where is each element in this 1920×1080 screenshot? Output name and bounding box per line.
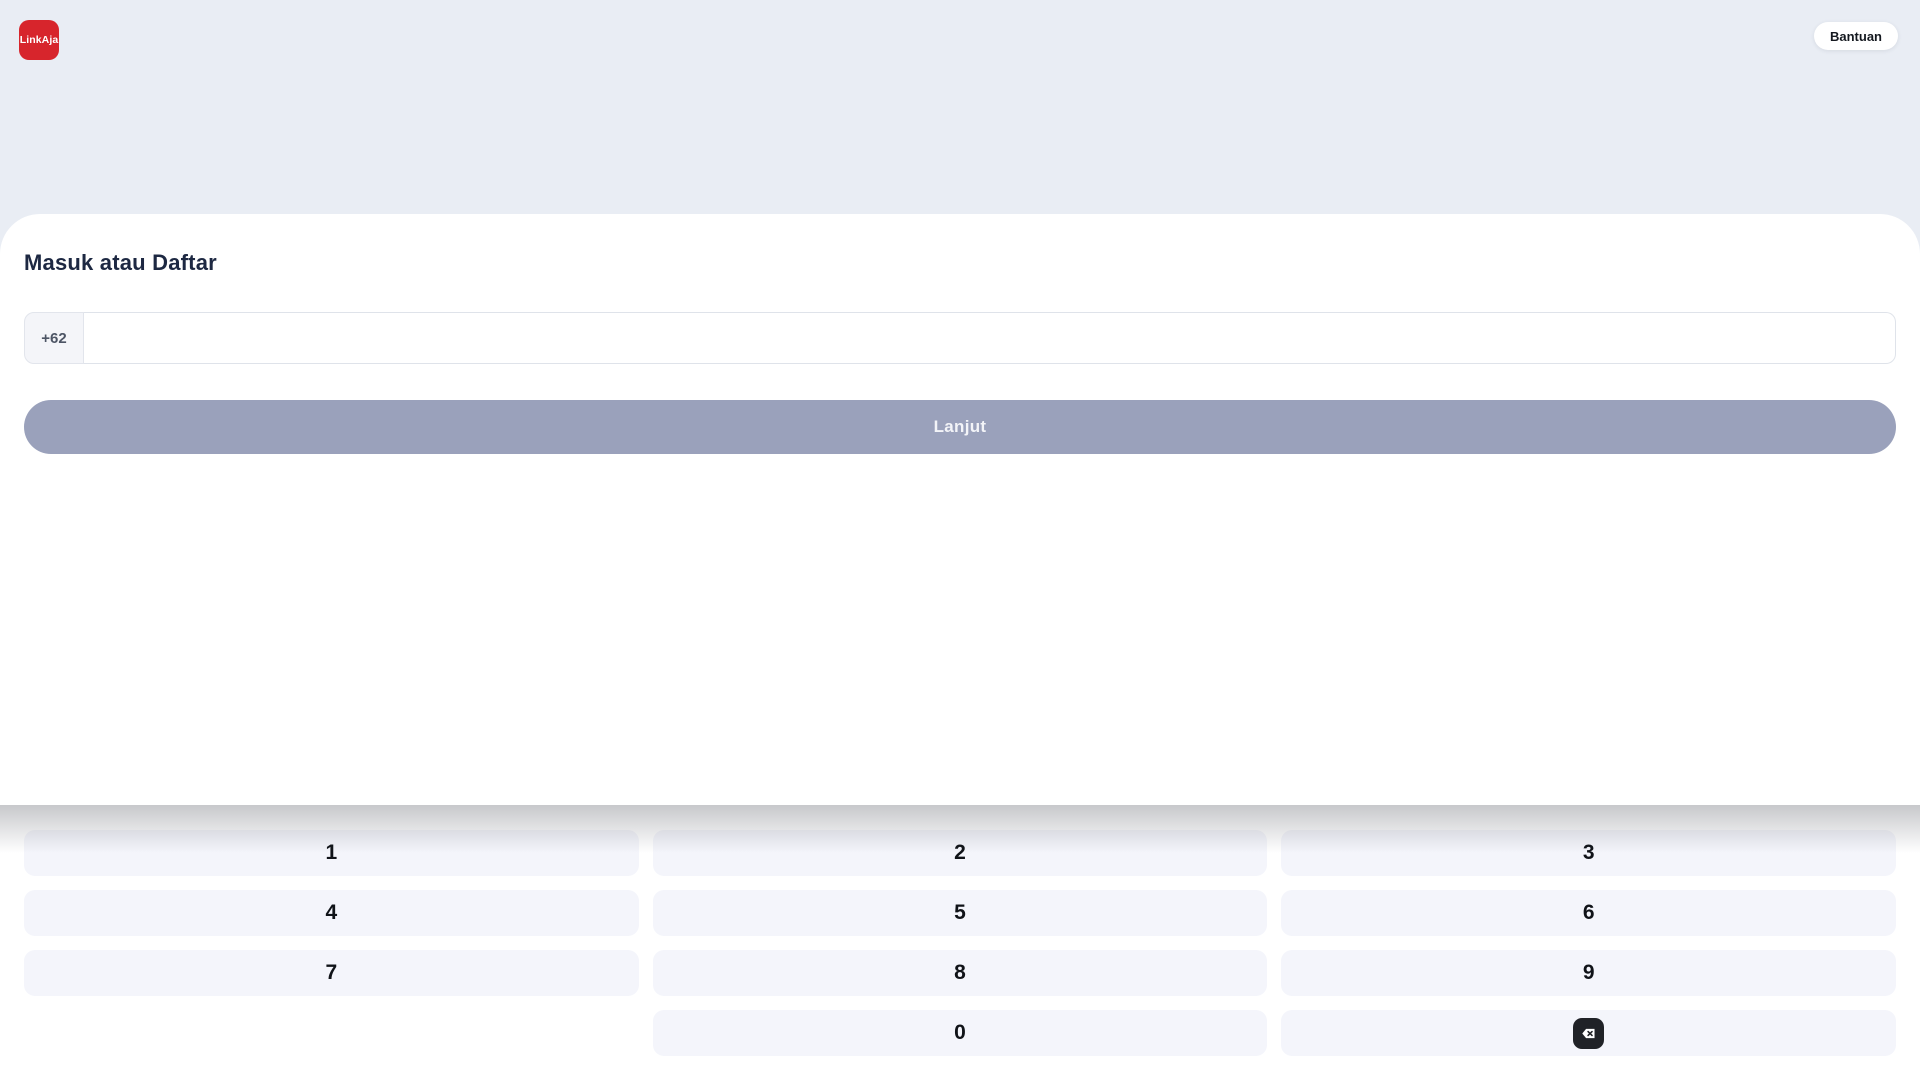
continue-button[interactable]: Lanjut <box>24 400 1896 454</box>
backspace-icon <box>1573 1017 1605 1049</box>
phone-number-field: +62 <box>24 312 1896 364</box>
login-bottom-sheet: Masuk atau Daftar +62 Lanjut <box>0 214 1920 805</box>
keypad-key-9[interactable]: 9 <box>1281 950 1896 996</box>
keypad-key-4[interactable]: 4 <box>24 890 639 936</box>
help-button[interactable]: Bantuan <box>1814 22 1898 50</box>
keypad-key-0[interactable]: 0 <box>652 1010 1268 1056</box>
keypad-key-6[interactable]: 6 <box>1281 890 1896 936</box>
keypad-key-7[interactable]: 7 <box>24 950 639 996</box>
continue-button-label: Lanjut <box>933 417 987 436</box>
keypad-key-backspace[interactable] <box>1281 1010 1896 1056</box>
page-title: Masuk atau Daftar <box>24 250 217 275</box>
phone-prefix-label: +62 <box>41 329 67 347</box>
keypad-key-1[interactable]: 1 <box>24 830 639 876</box>
keypad-key-5[interactable]: 5 <box>652 890 1268 936</box>
keypad-empty-cell <box>24 1010 639 1056</box>
keypad-key-3[interactable]: 3 <box>1281 830 1896 876</box>
phone-country-prefix: +62 <box>24 312 84 364</box>
keypad-key-2[interactable]: 2 <box>652 830 1268 876</box>
phone-input[interactable] <box>84 312 1896 364</box>
numeric-keypad: 1 2 3 4 5 6 7 8 9 0 <box>24 830 1896 1056</box>
linkaja-logo[interactable]: LinkAja <box>19 20 59 60</box>
linkaja-logo-text: LinkAja <box>19 34 59 46</box>
help-button-label: Bantuan <box>1830 28 1882 44</box>
keypad-key-8[interactable]: 8 <box>652 950 1268 996</box>
